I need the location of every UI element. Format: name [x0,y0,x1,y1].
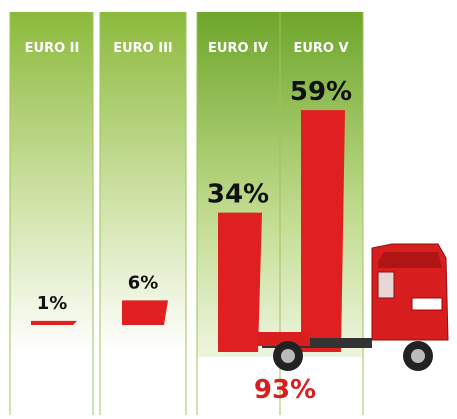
category-label: EURO III [113,41,173,56]
fender [258,332,310,346]
bar [31,320,77,325]
chassis [262,338,372,348]
column-bg [10,12,93,352]
window [377,271,395,299]
hub [411,349,425,363]
roof [378,252,442,268]
logo [411,297,443,311]
value-label: 1% [37,293,68,314]
total-label: 93% [254,375,316,405]
bar [301,110,345,352]
category-label: EURO V [293,41,348,56]
column-bg [100,12,186,352]
bar [122,300,168,325]
value-label: 34% [207,180,269,210]
bars [31,110,345,352]
bar [218,212,262,352]
truck [258,243,449,371]
category-label: EURO II [25,41,80,56]
value-label: 59% [290,77,352,107]
category-label: EURO IV [208,41,268,56]
value-label: 6% [128,272,159,293]
hub [281,349,295,363]
